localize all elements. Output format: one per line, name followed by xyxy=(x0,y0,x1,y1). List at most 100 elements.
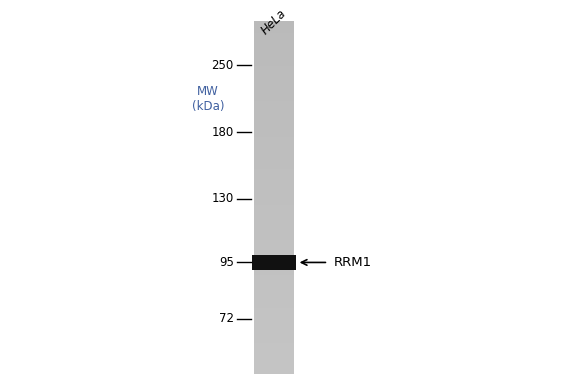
FancyBboxPatch shape xyxy=(254,31,294,33)
FancyBboxPatch shape xyxy=(254,158,294,160)
FancyBboxPatch shape xyxy=(254,99,294,101)
FancyBboxPatch shape xyxy=(254,43,294,45)
FancyBboxPatch shape xyxy=(254,353,294,355)
FancyBboxPatch shape xyxy=(254,40,294,43)
FancyBboxPatch shape xyxy=(254,71,294,73)
FancyBboxPatch shape xyxy=(254,76,294,78)
FancyBboxPatch shape xyxy=(254,372,294,374)
FancyBboxPatch shape xyxy=(254,364,294,367)
FancyBboxPatch shape xyxy=(254,146,294,148)
FancyBboxPatch shape xyxy=(254,282,294,285)
FancyBboxPatch shape xyxy=(254,92,294,94)
FancyBboxPatch shape xyxy=(254,299,294,301)
FancyBboxPatch shape xyxy=(254,50,294,52)
FancyBboxPatch shape xyxy=(254,144,294,146)
FancyBboxPatch shape xyxy=(254,22,294,24)
FancyBboxPatch shape xyxy=(254,285,294,287)
Text: 130: 130 xyxy=(211,192,233,205)
FancyBboxPatch shape xyxy=(254,219,294,221)
FancyBboxPatch shape xyxy=(254,80,294,82)
FancyBboxPatch shape xyxy=(254,247,294,249)
FancyBboxPatch shape xyxy=(254,113,294,115)
FancyBboxPatch shape xyxy=(254,153,294,155)
FancyBboxPatch shape xyxy=(254,212,294,214)
FancyBboxPatch shape xyxy=(254,318,294,320)
FancyBboxPatch shape xyxy=(254,139,294,141)
FancyBboxPatch shape xyxy=(254,122,294,125)
FancyBboxPatch shape xyxy=(254,115,294,118)
FancyBboxPatch shape xyxy=(254,348,294,350)
FancyBboxPatch shape xyxy=(254,341,294,343)
FancyBboxPatch shape xyxy=(254,165,294,167)
FancyBboxPatch shape xyxy=(254,52,294,54)
Text: HeLa: HeLa xyxy=(258,7,289,37)
FancyBboxPatch shape xyxy=(254,167,294,169)
Text: MW
(kDa): MW (kDa) xyxy=(191,85,224,113)
FancyBboxPatch shape xyxy=(254,36,294,38)
FancyBboxPatch shape xyxy=(254,38,294,40)
FancyBboxPatch shape xyxy=(254,357,294,360)
FancyBboxPatch shape xyxy=(254,308,294,310)
FancyBboxPatch shape xyxy=(254,94,294,96)
FancyBboxPatch shape xyxy=(254,221,294,223)
FancyBboxPatch shape xyxy=(254,327,294,329)
FancyBboxPatch shape xyxy=(254,82,294,85)
FancyBboxPatch shape xyxy=(254,367,294,369)
FancyBboxPatch shape xyxy=(254,252,294,254)
Text: 72: 72 xyxy=(219,313,233,325)
FancyBboxPatch shape xyxy=(254,334,294,336)
FancyBboxPatch shape xyxy=(254,177,294,179)
FancyBboxPatch shape xyxy=(254,277,294,280)
FancyBboxPatch shape xyxy=(254,237,294,240)
FancyBboxPatch shape xyxy=(254,259,294,261)
FancyBboxPatch shape xyxy=(254,66,294,68)
FancyBboxPatch shape xyxy=(254,345,294,348)
FancyBboxPatch shape xyxy=(254,141,294,144)
FancyBboxPatch shape xyxy=(254,332,294,334)
FancyBboxPatch shape xyxy=(254,195,294,198)
FancyBboxPatch shape xyxy=(254,303,294,306)
FancyBboxPatch shape xyxy=(254,204,294,207)
Text: 250: 250 xyxy=(211,59,233,72)
FancyBboxPatch shape xyxy=(254,68,294,71)
FancyBboxPatch shape xyxy=(254,26,294,28)
FancyBboxPatch shape xyxy=(254,106,294,108)
FancyBboxPatch shape xyxy=(254,324,294,327)
FancyBboxPatch shape xyxy=(254,249,294,252)
FancyBboxPatch shape xyxy=(254,191,294,193)
FancyBboxPatch shape xyxy=(254,179,294,181)
FancyBboxPatch shape xyxy=(254,228,294,231)
Text: 95: 95 xyxy=(219,256,233,269)
FancyBboxPatch shape xyxy=(254,320,294,322)
FancyBboxPatch shape xyxy=(254,127,294,130)
FancyBboxPatch shape xyxy=(254,301,294,303)
FancyBboxPatch shape xyxy=(254,275,294,277)
FancyBboxPatch shape xyxy=(254,150,294,153)
FancyBboxPatch shape xyxy=(254,217,294,219)
FancyBboxPatch shape xyxy=(254,280,294,282)
FancyBboxPatch shape xyxy=(254,263,294,266)
FancyBboxPatch shape xyxy=(254,108,294,111)
FancyBboxPatch shape xyxy=(254,33,294,36)
FancyBboxPatch shape xyxy=(254,61,294,64)
FancyBboxPatch shape xyxy=(254,226,294,228)
FancyBboxPatch shape xyxy=(254,85,294,87)
FancyBboxPatch shape xyxy=(254,169,294,172)
FancyBboxPatch shape xyxy=(254,315,294,318)
FancyBboxPatch shape xyxy=(254,193,294,195)
FancyBboxPatch shape xyxy=(254,198,294,200)
FancyBboxPatch shape xyxy=(254,360,294,362)
FancyBboxPatch shape xyxy=(254,160,294,163)
FancyBboxPatch shape xyxy=(254,155,294,158)
FancyBboxPatch shape xyxy=(254,148,294,150)
FancyBboxPatch shape xyxy=(254,111,294,113)
FancyBboxPatch shape xyxy=(254,96,294,99)
FancyBboxPatch shape xyxy=(254,104,294,106)
FancyBboxPatch shape xyxy=(254,202,294,204)
FancyBboxPatch shape xyxy=(254,313,294,315)
Text: RRM1: RRM1 xyxy=(334,256,372,269)
FancyBboxPatch shape xyxy=(254,186,294,188)
Text: 180: 180 xyxy=(211,125,233,139)
FancyBboxPatch shape xyxy=(254,268,294,270)
FancyBboxPatch shape xyxy=(254,130,294,132)
